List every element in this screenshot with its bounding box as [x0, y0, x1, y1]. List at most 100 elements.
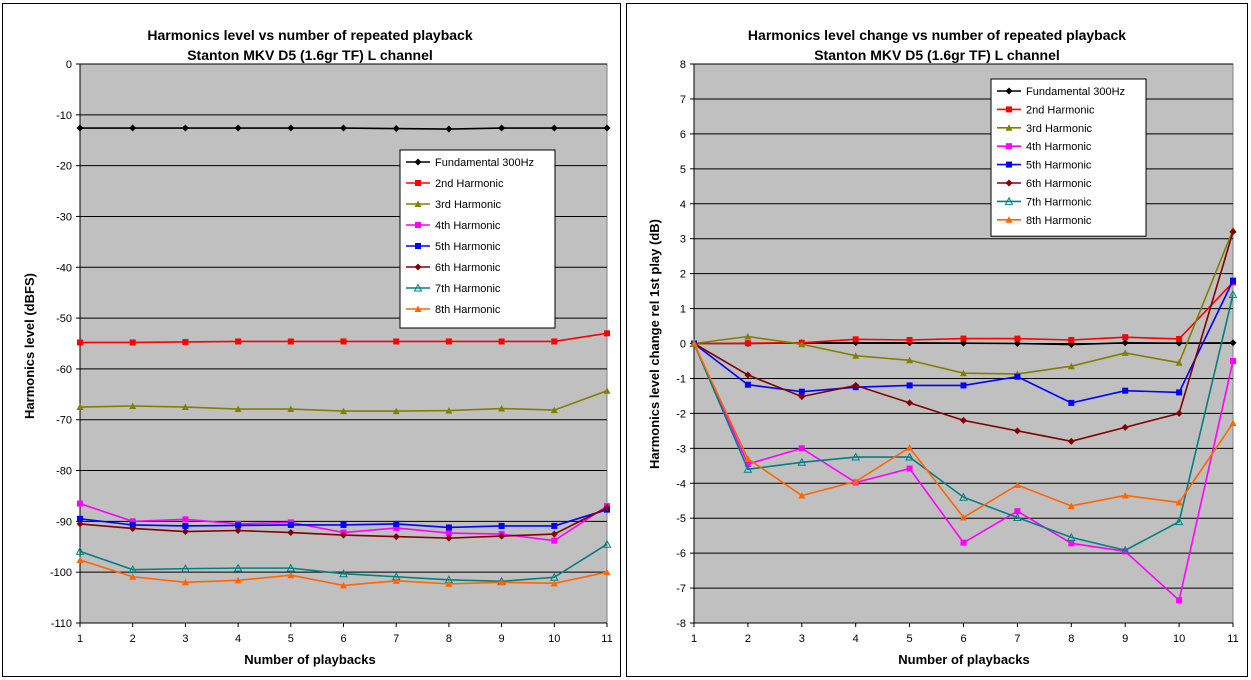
- legend-label: 2nd Harmonic: [435, 178, 504, 190]
- chart-title-line2: Stanton MKV D5 (1.6gr TF) L channel: [814, 47, 1060, 63]
- series-2: [77, 330, 610, 346]
- x-axis-title: Number of playbacks: [898, 652, 1030, 667]
- data-point: [182, 516, 189, 523]
- data-point: [1068, 399, 1075, 406]
- legend-marker: [1006, 106, 1012, 113]
- legend-item: 7th Harmonic: [997, 196, 1092, 208]
- x-tick-label: 3: [182, 633, 188, 645]
- data-point: [339, 569, 348, 578]
- chart-panel-harmonics-change: Harmonics level change vs number of repe…: [626, 3, 1248, 677]
- data-point: [77, 339, 83, 346]
- y-tick-label: -10: [56, 110, 72, 122]
- data-point: [129, 521, 136, 528]
- y-tick-label: 2: [680, 269, 686, 281]
- y-tick-label: -1: [676, 373, 686, 385]
- data-point: [744, 340, 751, 347]
- data-point: [77, 515, 83, 522]
- data-point: [906, 337, 913, 344]
- data-point: [286, 563, 296, 572]
- data-point: [602, 539, 612, 548]
- data-point: [181, 578, 189, 586]
- data-point: [550, 124, 558, 132]
- data-point: [1176, 389, 1183, 396]
- x-tick-label: 11: [601, 633, 612, 645]
- x-tick-label: 8: [446, 633, 452, 645]
- data-point: [550, 579, 558, 587]
- data-point: [1013, 340, 1021, 347]
- data-point: [1122, 387, 1129, 394]
- legend-marker: [1005, 216, 1013, 223]
- data-point: [235, 338, 242, 345]
- data-point: [287, 405, 295, 413]
- data-point: [603, 124, 611, 132]
- data-point: [744, 455, 752, 462]
- series-8: [76, 556, 611, 589]
- data-point: [129, 518, 136, 525]
- data-point: [603, 387, 611, 394]
- y-tick-label: -70: [56, 415, 72, 427]
- legend-marker: [1006, 143, 1012, 150]
- data-point: [1121, 423, 1129, 431]
- data-point: [498, 405, 506, 412]
- data-point: [1228, 290, 1238, 299]
- data-point: [393, 338, 400, 345]
- data-point: [1013, 512, 1022, 521]
- data-point: [797, 457, 807, 466]
- series-3: [76, 387, 611, 415]
- series-6: [76, 504, 611, 542]
- legend-label: 8th Harmonic: [435, 304, 501, 316]
- legend-marker: [415, 243, 421, 249]
- legend-item: 2nd Harmonic: [406, 178, 504, 190]
- legend-label: 6th Harmonic: [435, 262, 501, 274]
- legend-marker: [414, 263, 422, 271]
- legend-marker: [415, 180, 421, 186]
- legend-item: 6th Harmonic: [406, 262, 501, 274]
- data-point: [233, 563, 243, 572]
- data-point: [393, 520, 400, 527]
- data-point: [445, 407, 453, 414]
- data-point: [287, 124, 295, 132]
- data-point: [852, 478, 860, 485]
- data-point: [603, 504, 611, 512]
- data-point: [960, 382, 967, 389]
- data-point: [498, 578, 506, 586]
- data-point: [445, 524, 452, 531]
- x-tick-label: 9: [499, 633, 505, 645]
- data-point: [798, 393, 806, 401]
- legend-label: Fundamental 300Hz: [1026, 86, 1125, 98]
- chart-title-line2: Stanton MKV D5 (1.6gr TF) L channel: [187, 47, 433, 63]
- data-point: [1013, 481, 1021, 488]
- legend-item: 8th Harmonic: [406, 304, 501, 316]
- data-point: [129, 573, 137, 580]
- legend-label: 3rd Harmonic: [435, 199, 502, 211]
- y-tick-label: -60: [56, 364, 72, 376]
- data-point: [1121, 339, 1129, 347]
- data-point: [181, 124, 189, 132]
- y-tick-label: -3: [676, 443, 686, 455]
- data-point: [1176, 597, 1183, 604]
- data-point: [1068, 337, 1075, 344]
- y-tick-label: -40: [56, 262, 72, 274]
- data-point: [287, 338, 294, 345]
- data-point: [77, 500, 83, 507]
- data-point: [1014, 508, 1021, 515]
- data-point: [129, 524, 137, 532]
- x-tick-label: 1: [691, 633, 697, 645]
- legend-label: 8th Harmonic: [1026, 215, 1092, 227]
- series-line: [693, 294, 1234, 552]
- data-point: [603, 568, 611, 576]
- data-point: [445, 534, 453, 542]
- data-point: [960, 335, 967, 342]
- legend-marker: [1006, 161, 1012, 168]
- chart-harmonics-change: Harmonics level change vs number of repe…: [647, 27, 1239, 667]
- y-tick-label: 0: [66, 59, 72, 71]
- x-tick-label: 7: [393, 633, 399, 645]
- legend-marker: [414, 305, 422, 312]
- y-tick-label: 5: [680, 164, 686, 176]
- legend-item: 8th Harmonic: [997, 215, 1092, 227]
- y-tick-label: -5: [676, 513, 686, 525]
- data-point: [551, 338, 558, 345]
- legend-label: Fundamental 300Hz: [435, 157, 534, 169]
- x-axis-title: Number of playbacks: [244, 652, 376, 667]
- x-tick-label: 4: [853, 633, 859, 645]
